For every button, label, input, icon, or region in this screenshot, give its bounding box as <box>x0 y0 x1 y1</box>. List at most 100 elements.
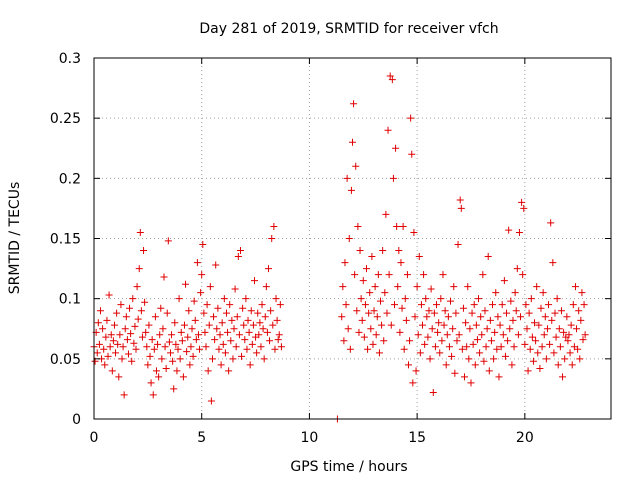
data-point <box>248 340 256 348</box>
data-point <box>131 322 139 330</box>
data-point <box>192 336 200 344</box>
data-point <box>351 271 359 279</box>
data-point <box>524 367 532 375</box>
data-point <box>484 253 492 261</box>
data-point <box>133 283 141 291</box>
data-point <box>105 291 113 299</box>
data-point <box>140 247 148 255</box>
y-tick-label: 0.3 <box>59 51 81 67</box>
data-point <box>339 283 347 291</box>
data-point <box>580 301 588 309</box>
data-point <box>118 355 126 363</box>
data-point <box>126 304 134 312</box>
data-point <box>148 336 156 344</box>
data-point <box>560 328 568 336</box>
data-point <box>141 298 149 306</box>
data-point <box>555 325 563 333</box>
data-point <box>198 271 206 279</box>
data-point <box>471 361 479 369</box>
data-point <box>419 321 427 329</box>
data-point <box>421 340 429 348</box>
data-point <box>451 369 459 377</box>
data-point <box>546 340 554 348</box>
data-point <box>373 313 381 321</box>
data-point <box>469 340 477 348</box>
data-point <box>543 325 551 333</box>
data-point <box>184 333 192 341</box>
data-point <box>465 355 473 363</box>
data-point <box>468 309 476 317</box>
data-point <box>433 301 441 309</box>
data-point <box>533 283 541 291</box>
data-point <box>343 174 351 182</box>
data-point <box>507 297 515 305</box>
data-point <box>423 313 431 321</box>
data-point <box>545 301 553 309</box>
data-point <box>138 333 146 341</box>
data-point <box>356 247 364 255</box>
data-point <box>149 391 157 399</box>
data-point <box>375 349 383 357</box>
data-point <box>525 309 533 317</box>
data-point <box>227 337 235 345</box>
data-point <box>344 325 352 333</box>
data-point <box>222 309 230 317</box>
data-point <box>116 331 124 339</box>
data-point <box>495 373 503 381</box>
data-point <box>199 241 207 249</box>
data-point <box>532 337 540 345</box>
data-point <box>136 228 144 236</box>
data-point <box>441 307 449 315</box>
data-point <box>398 304 406 312</box>
data-point <box>205 321 213 329</box>
data-point <box>410 228 418 236</box>
data-point <box>368 253 376 261</box>
data-point <box>350 100 358 108</box>
data-point <box>347 186 355 194</box>
data-point <box>455 331 463 339</box>
data-point <box>271 345 279 353</box>
data-point <box>208 355 216 363</box>
data-point <box>354 222 362 230</box>
data-point <box>527 295 535 303</box>
data-point <box>494 313 502 321</box>
data-point <box>466 325 474 333</box>
data-point <box>511 289 519 297</box>
data-point <box>180 321 188 329</box>
data-point <box>467 379 475 387</box>
data-point <box>481 307 489 315</box>
data-point <box>412 367 420 375</box>
data-point <box>414 331 422 339</box>
data-point <box>424 333 432 341</box>
data-point <box>519 271 527 279</box>
data-point <box>492 289 500 297</box>
data-point <box>232 343 240 351</box>
data-point <box>578 289 586 297</box>
data-point <box>194 331 202 339</box>
data-point <box>439 271 447 279</box>
data-point <box>394 283 402 291</box>
data-point <box>521 340 529 348</box>
data-point <box>219 340 227 348</box>
data-point <box>366 289 374 297</box>
data-point <box>380 337 388 345</box>
data-point <box>113 309 121 317</box>
data-point <box>422 295 430 303</box>
data-point <box>512 307 520 315</box>
data-point <box>406 337 414 345</box>
data-point <box>575 307 583 315</box>
data-point <box>392 144 400 152</box>
data-point <box>268 235 276 242</box>
data-point <box>386 72 394 80</box>
data-point <box>561 355 569 363</box>
data-point <box>480 357 488 365</box>
data-point <box>429 389 437 397</box>
data-point <box>161 343 169 351</box>
data-point <box>508 361 516 369</box>
data-point <box>459 304 467 312</box>
data-point <box>470 301 478 309</box>
chart-title: Day 281 of 2019, SRMTID for receiver vfc… <box>199 21 498 37</box>
data-point <box>249 321 257 329</box>
data-point <box>158 355 166 363</box>
